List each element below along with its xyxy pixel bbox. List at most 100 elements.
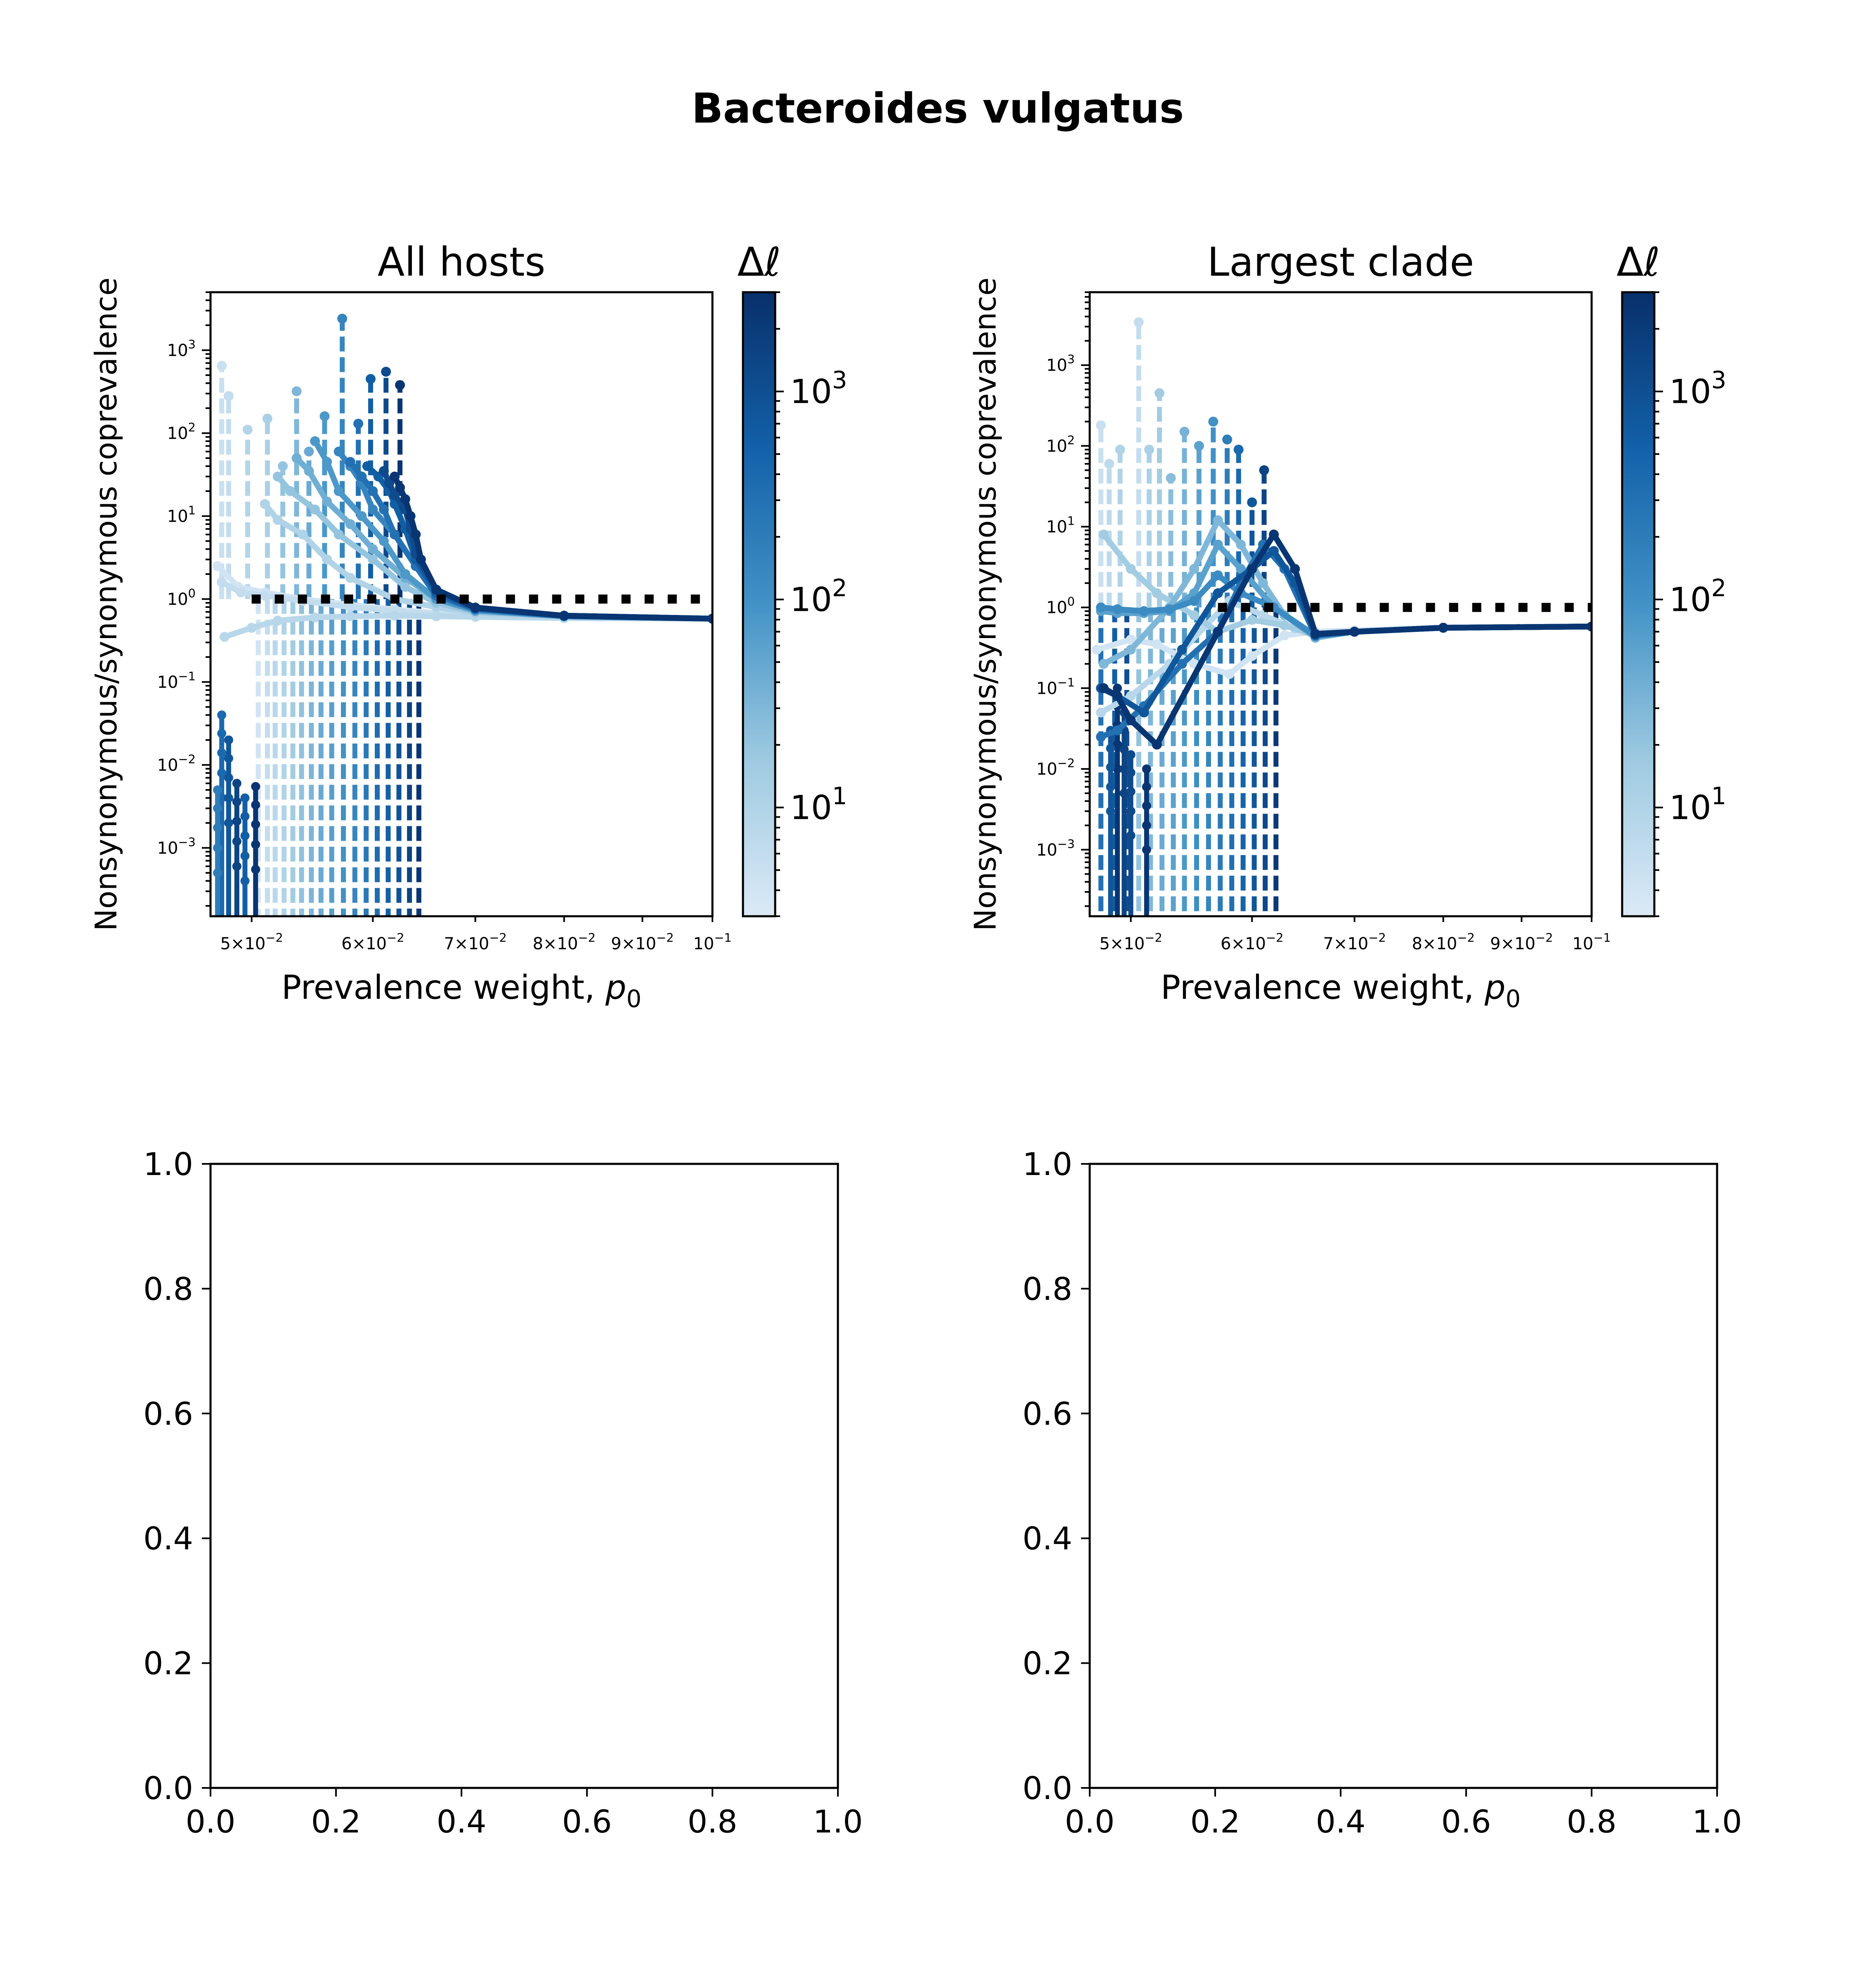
series-point	[1152, 740, 1162, 750]
series-point	[236, 588, 246, 598]
y-axis-label: Nonsynonymous/synonymous coprevalence	[968, 277, 1003, 931]
series-point	[1099, 530, 1109, 539]
series-point	[273, 515, 283, 525]
x-tick-label: 1.0	[813, 1803, 863, 1840]
y-tick-label: 0.4	[143, 1520, 193, 1557]
series-point	[368, 544, 378, 554]
low-point	[251, 840, 260, 849]
spike-point	[224, 391, 234, 401]
x-tick-label: 0.6	[1441, 1803, 1491, 1840]
series-point	[368, 505, 378, 515]
spike-point	[319, 411, 329, 421]
y-tick-label: 0.8	[143, 1270, 193, 1307]
y-tick-label: 1.0	[143, 1146, 193, 1182]
y-tick-label: 0.8	[1022, 1270, 1072, 1307]
y-tick-label: 0.2	[143, 1645, 193, 1682]
series-point	[1213, 515, 1223, 525]
low-point	[232, 837, 241, 846]
low-point	[1106, 806, 1115, 816]
spike-point	[1234, 445, 1244, 454]
low-point	[251, 782, 260, 791]
series-point	[1247, 564, 1257, 574]
series-point	[1280, 620, 1289, 630]
spike-point	[1134, 317, 1144, 327]
series-point	[322, 555, 332, 565]
series-point	[1290, 564, 1300, 574]
y-axis-label: Nonsynonymous/synonymous coprevalence	[89, 277, 123, 931]
colorbar-label: Δℓ	[737, 239, 781, 285]
low-point	[232, 797, 241, 806]
low-point	[213, 843, 222, 852]
series-point	[1213, 627, 1223, 637]
low-point	[1106, 783, 1115, 792]
series-point	[285, 486, 295, 496]
colorbar-label: Δℓ	[1616, 239, 1660, 285]
series-point	[247, 623, 257, 633]
y-tick-label: 1.0	[1022, 1146, 1072, 1182]
series-point	[334, 486, 344, 496]
low-point	[1142, 845, 1151, 854]
spike-point	[292, 386, 302, 396]
series-point	[1096, 732, 1106, 742]
y-tick-label: 0.0	[1022, 1770, 1072, 1806]
low-point	[1126, 768, 1136, 777]
low-point	[217, 710, 226, 719]
x-tick-label: 1.0	[1692, 1803, 1742, 1840]
series-point	[357, 511, 367, 521]
series-point	[260, 591, 270, 601]
x-tick-label: 0.0	[186, 1803, 236, 1840]
x-axis-label: Prevalence weight, p0	[282, 968, 641, 1013]
series-point	[1139, 707, 1149, 717]
spike-point	[1180, 427, 1190, 437]
spike-point	[395, 380, 405, 390]
series-point	[310, 505, 320, 515]
series-point	[1247, 651, 1257, 661]
series-point	[400, 494, 410, 504]
spike-point	[1222, 435, 1232, 445]
x-tick-label: 0.0	[1065, 1803, 1115, 1840]
series-point	[368, 486, 378, 496]
spike-point	[366, 374, 376, 384]
series-point	[395, 483, 405, 493]
low-point	[1142, 801, 1151, 810]
series-point	[1280, 631, 1289, 641]
x-tick-label: 0.4	[1316, 1803, 1366, 1840]
series-point	[390, 472, 400, 482]
low-point	[251, 820, 260, 829]
panel-title: Largest clade	[1207, 239, 1474, 285]
series-point	[345, 519, 355, 529]
series-point	[1269, 546, 1279, 556]
series-point	[1112, 691, 1122, 701]
series-point	[1269, 530, 1279, 539]
spike-point	[1096, 420, 1106, 430]
spike-point	[381, 367, 391, 377]
series-point	[1236, 539, 1246, 549]
low-point	[213, 823, 222, 832]
series-point	[345, 457, 355, 467]
series-point	[345, 573, 355, 583]
panel-title: All hosts	[378, 239, 546, 285]
series-point	[334, 447, 344, 456]
y-tick-label: 0.6	[143, 1395, 193, 1432]
low-point	[1126, 831, 1136, 840]
low-point	[213, 804, 222, 813]
x-tick-label: 0.2	[311, 1803, 361, 1840]
series-point	[400, 569, 410, 579]
series-point	[1311, 629, 1320, 639]
series-point	[304, 466, 314, 476]
series-point	[431, 585, 441, 595]
spike-point	[263, 414, 272, 423]
series-point	[431, 611, 441, 621]
low-point	[232, 862, 241, 871]
series-point	[1350, 627, 1360, 637]
spike-point	[1208, 416, 1218, 426]
series-point	[1213, 570, 1223, 580]
low-point	[224, 735, 233, 745]
y-tick-label: 0.6	[1022, 1395, 1072, 1432]
low-point	[1126, 750, 1136, 759]
low-point	[251, 800, 260, 809]
series-point	[1438, 623, 1448, 633]
series-point	[1213, 588, 1223, 598]
x-tick-label: 0.8	[1567, 1803, 1617, 1840]
